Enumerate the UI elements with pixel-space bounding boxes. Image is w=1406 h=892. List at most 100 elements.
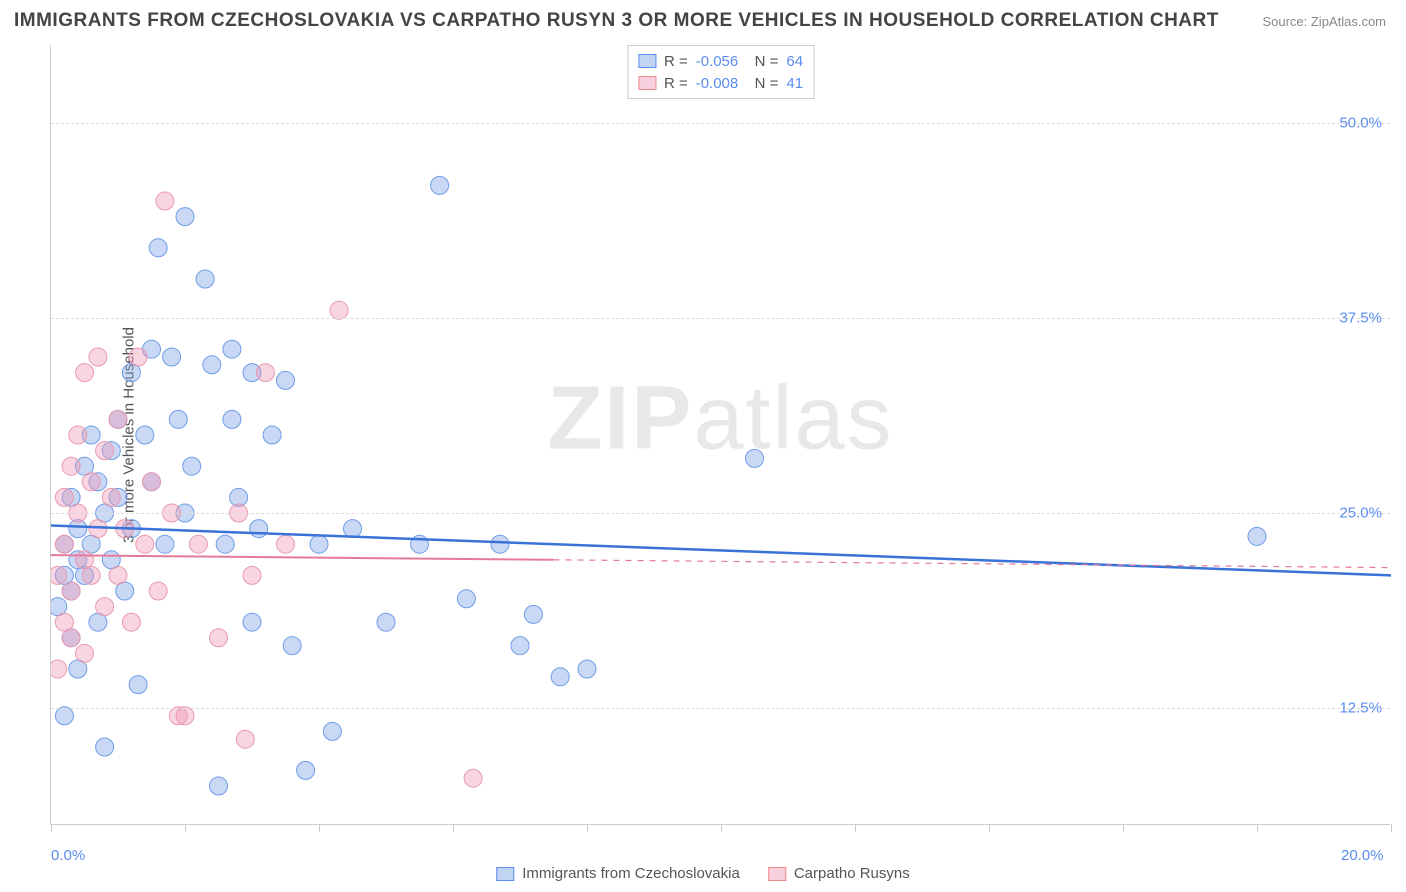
data-point [511,637,529,655]
data-point [263,426,281,444]
chart-title: IMMIGRANTS FROM CZECHOSLOVAKIA VS CARPAT… [14,10,1219,32]
data-point [277,535,295,553]
x-tick [1391,824,1392,832]
legend-r-label: R = [664,75,688,92]
data-point [223,410,241,428]
x-tick [721,824,722,832]
data-point [210,629,228,647]
data-point [69,426,87,444]
data-point [377,613,395,631]
legend-n-value-2: 41 [786,75,803,92]
data-point [176,208,194,226]
y-tick-label: 25.0% [1339,505,1382,522]
data-point [62,629,80,647]
data-point [236,730,254,748]
data-point [149,582,167,600]
data-point [122,613,140,631]
data-point [196,270,214,288]
data-point [96,738,114,756]
data-point [109,566,127,584]
correlation-legend: R = -0.056 N = 64 R = -0.008 N = 41 [627,45,814,99]
data-point [243,613,261,631]
data-point [297,761,315,779]
data-point [223,340,241,358]
data-point [102,488,120,506]
data-point [96,598,114,616]
data-point [51,566,67,584]
x-tick [319,824,320,832]
data-point [136,535,154,553]
grid-line [51,123,1390,124]
data-point [457,590,475,608]
x-tick [587,824,588,832]
data-point [129,676,147,694]
legend-label-pink: Carpatho Rusyns [794,865,910,882]
data-point [55,488,73,506]
legend-r-label: R = [664,53,688,70]
data-point [323,722,341,740]
data-point [216,535,234,553]
y-tick-label: 37.5% [1339,310,1382,327]
data-point [143,473,161,491]
data-point [491,535,509,553]
data-point [76,364,94,382]
data-point [89,348,107,366]
data-point [82,566,100,584]
x-tick [51,824,52,832]
data-point [183,457,201,475]
x-tick [453,824,454,832]
data-point [129,348,147,366]
data-point [256,364,274,382]
data-point [746,449,764,467]
data-point [189,535,207,553]
data-point [169,410,187,428]
legend-n-label: N = [746,53,778,70]
plot-area: 3 or more Vehicles in Household ZIPatlas… [50,45,1390,825]
data-point [82,473,100,491]
swatch-blue-icon [496,867,514,881]
data-point [156,192,174,210]
data-point [51,660,67,678]
data-point [55,707,73,725]
data-point [163,348,181,366]
y-tick-label: 12.5% [1339,700,1382,717]
series-legend: Immigrants from Czechoslovakia Carpatho … [496,865,909,882]
x-tick-label: 20.0% [1341,847,1384,864]
x-tick [989,824,990,832]
legend-label-blue: Immigrants from Czechoslovakia [522,865,740,882]
x-tick-label: 0.0% [51,847,85,864]
legend-r-value-1: -0.056 [696,53,739,70]
data-point [578,660,596,678]
trend-line [51,555,554,560]
swatch-pink-icon [638,76,656,90]
data-point [62,582,80,600]
data-point [203,356,221,374]
data-point [243,566,261,584]
grid-line [51,318,1390,319]
data-point [169,707,187,725]
data-point [277,371,295,389]
data-point [464,769,482,787]
swatch-blue-icon [638,54,656,68]
data-point [551,668,569,686]
data-point [1248,527,1266,545]
grid-line [51,513,1390,514]
data-point [109,410,127,428]
data-point [330,301,348,319]
x-tick [1123,824,1124,832]
legend-r-value-2: -0.008 [696,75,739,92]
data-point [283,637,301,655]
legend-row-blue: R = -0.056 N = 64 [638,50,803,72]
data-point [136,426,154,444]
data-point [62,457,80,475]
source-attribution: Source: ZipAtlas.com [1262,14,1386,29]
x-tick [185,824,186,832]
legend-item-blue: Immigrants from Czechoslovakia [496,865,740,882]
data-point [210,777,228,795]
data-point [310,535,328,553]
legend-n-value-1: 64 [786,53,803,70]
grid-line [51,708,1390,709]
legend-item-pink: Carpatho Rusyns [768,865,910,882]
y-tick-label: 50.0% [1339,115,1382,132]
data-point [156,535,174,553]
